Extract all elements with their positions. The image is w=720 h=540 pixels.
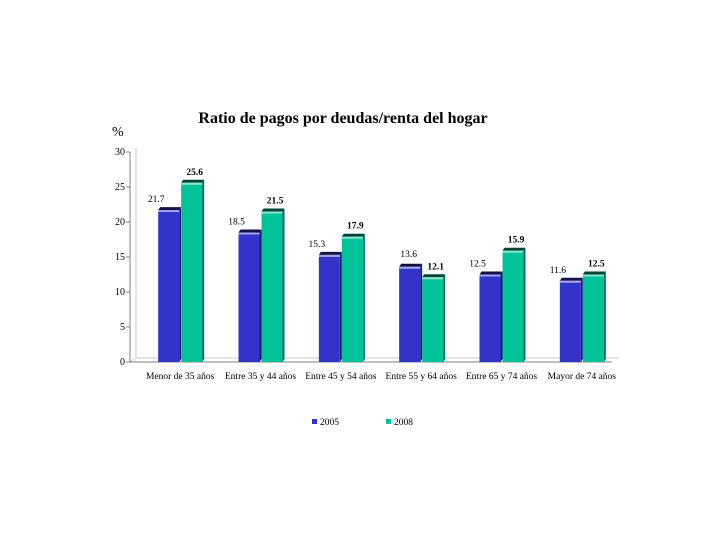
y-tick-label: 10 [115, 287, 125, 298]
y-tick-label: 30 [115, 147, 125, 158]
y-tick-label: 0 [120, 357, 125, 368]
bar-front [238, 232, 260, 362]
bar-2008-5 [582, 271, 606, 362]
bar-highlight [238, 232, 260, 235]
data-label-2008-5: 12.5 [588, 260, 605, 270]
legend: 2005 2008 [312, 418, 413, 428]
bar-top [341, 233, 365, 237]
bar-front [422, 277, 444, 362]
bar-top [158, 207, 182, 211]
bar-front [399, 266, 421, 362]
bar-side [420, 263, 423, 362]
x-tick-label: Entre 45 y 54 años [305, 372, 377, 382]
x-tick-label: Menor de 35 años [146, 372, 215, 382]
bar-side [282, 208, 285, 362]
bar-front [181, 182, 203, 362]
legend-swatch [386, 419, 391, 424]
bar-side [362, 233, 365, 362]
legend-entry-2008: 2008 [386, 418, 413, 428]
chart-title: Ratio de pagos por deudas/renta del hoga… [198, 110, 487, 127]
bar-side [202, 179, 205, 362]
bar-2005-2 [318, 251, 342, 362]
bar-highlight [158, 210, 180, 213]
data-label-2005-5: 11.6 [550, 266, 567, 276]
legend-swatch [312, 419, 317, 424]
bar-side [580, 277, 583, 362]
y-tick-label: 25 [115, 182, 125, 193]
x-tick-label: Mayor de 74 años [548, 372, 617, 382]
bar-top [479, 271, 503, 275]
bar-side [500, 271, 503, 362]
data-label-2008-1: 21.5 [267, 197, 284, 207]
bar-2005-4 [479, 271, 503, 362]
bar-2005-5 [559, 277, 583, 362]
data-label-2005-3: 13.6 [400, 250, 417, 260]
bar-2008-2 [341, 233, 365, 362]
bar-highlight [341, 236, 363, 239]
bar-front [479, 274, 501, 362]
plot-area: 0 5 10 15 20 25 30 21.7 25.6 Menor de 35 años 18.5… [115, 147, 618, 382]
bar-front [341, 236, 363, 362]
bar-2008-3 [422, 274, 446, 362]
bar-front [582, 274, 604, 362]
bar-top [261, 208, 285, 212]
bar-front [261, 211, 283, 362]
bar-highlight [479, 274, 501, 277]
data-label-2005-0: 21.7 [148, 195, 165, 205]
bar-highlight [422, 277, 444, 280]
bar-2008-1 [261, 208, 285, 362]
bar-side [443, 274, 446, 362]
bar-2005-0 [158, 207, 182, 362]
legend-label: 2005 [320, 418, 339, 428]
data-label-2008-4: 15.9 [508, 236, 525, 246]
x-tick-label: Entre 35 y 44 años [225, 372, 297, 382]
bar-2005-3 [399, 263, 423, 362]
data-label-2005-2: 15.3 [309, 240, 326, 250]
bar-highlight [559, 280, 581, 283]
bar-side [179, 207, 182, 362]
bar-top [399, 263, 423, 267]
data-label-2008-3: 12.1 [427, 262, 444, 272]
bar-highlight [399, 266, 421, 269]
bar-2008-0 [181, 179, 205, 362]
bar-highlight [181, 182, 203, 185]
bar-front [559, 280, 581, 362]
data-label-2005-1: 18.5 [228, 218, 245, 228]
y-tick-label: 5 [120, 322, 125, 333]
bar-side [603, 271, 606, 362]
legend-label: 2008 [394, 418, 413, 428]
bar-top [318, 251, 342, 255]
bar-top [422, 274, 446, 278]
y-tick-label: 20 [115, 217, 125, 228]
y-tick-label: 15 [115, 252, 125, 263]
legend-entry-2005: 2005 [312, 418, 339, 428]
data-label-2008-2: 17.9 [347, 222, 364, 232]
bar-top [582, 271, 606, 275]
data-label-2008-0: 25.6 [186, 168, 203, 178]
x-tick-label: Entre 65 y 74 años [466, 372, 538, 382]
bar-2005-1 [238, 229, 262, 362]
bar-2008-4 [502, 247, 526, 362]
x-tick-label: Entre 55 y 64 años [386, 372, 458, 382]
bar-top [181, 179, 205, 183]
bar-highlight [261, 211, 283, 214]
bar-front [318, 254, 340, 362]
bar-side [339, 251, 342, 362]
bar-top [559, 277, 583, 281]
bar-highlight [318, 254, 340, 257]
data-label-2005-4: 12.5 [469, 260, 486, 270]
bar-front [158, 210, 180, 362]
bar-top [502, 247, 526, 251]
bar-side [523, 247, 526, 362]
bar-front [502, 250, 524, 362]
bar-side [259, 229, 262, 362]
y-unit-label: % [112, 125, 124, 140]
bar-top [238, 229, 262, 233]
floor-side-line [129, 357, 137, 363]
bar-highlight [582, 274, 604, 277]
bar-highlight [502, 250, 524, 253]
